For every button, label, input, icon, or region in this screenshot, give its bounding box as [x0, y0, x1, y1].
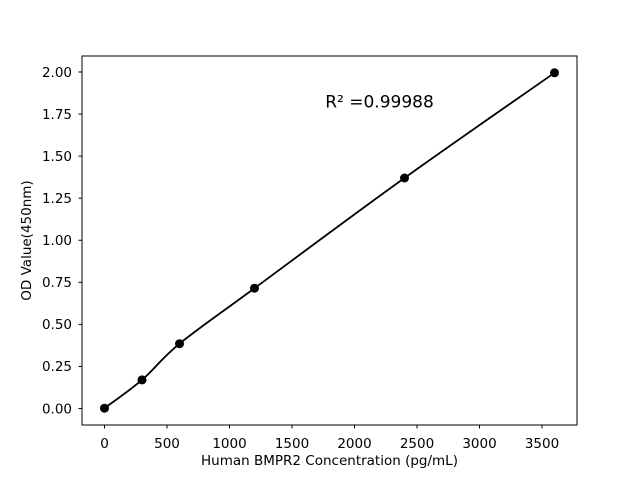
data-point-marker [137, 375, 147, 385]
x-axis-tick-label: 1000 [212, 436, 246, 452]
y-axis-tick-label: 0.00 [42, 401, 72, 417]
x-axis-tick-label: 3000 [462, 436, 496, 452]
data-point-marker [550, 68, 559, 78]
x-axis-label: Human BMPR2 Concentration (pg/mL) [201, 453, 458, 469]
data-point-marker [250, 283, 259, 293]
data-point-marker [400, 173, 409, 183]
y-axis-tick-label: 0.50 [42, 317, 72, 333]
x-axis-tick-label: 2500 [400, 436, 434, 452]
y-axis-tick-label: 1.25 [42, 191, 72, 207]
y-axis-tick-label: 0.25 [42, 359, 72, 375]
plot-border [81, 55, 578, 426]
data-point-marker [175, 339, 184, 349]
r-squared-annotation: R² =0.99988 [325, 92, 434, 112]
y-axis-tick-label: 0.75 [42, 275, 72, 291]
y-axis-tick-label: 2.00 [42, 65, 72, 81]
y-axis-tick-label: 1.00 [42, 233, 72, 249]
y-axis-tick-label: 1.50 [42, 149, 72, 165]
y-axis-tick-label: 1.75 [42, 107, 72, 123]
x-axis-tick-label: 500 [154, 436, 180, 452]
x-axis-tick-label: 3500 [525, 436, 559, 452]
x-axis-tick-label: 0 [100, 436, 109, 452]
y-axis-label: OD Value(450nm) [19, 180, 35, 300]
x-axis-tick-label: 2000 [337, 436, 371, 452]
x-axis-tick-label: 1500 [275, 436, 309, 452]
data-point-marker [100, 403, 109, 413]
